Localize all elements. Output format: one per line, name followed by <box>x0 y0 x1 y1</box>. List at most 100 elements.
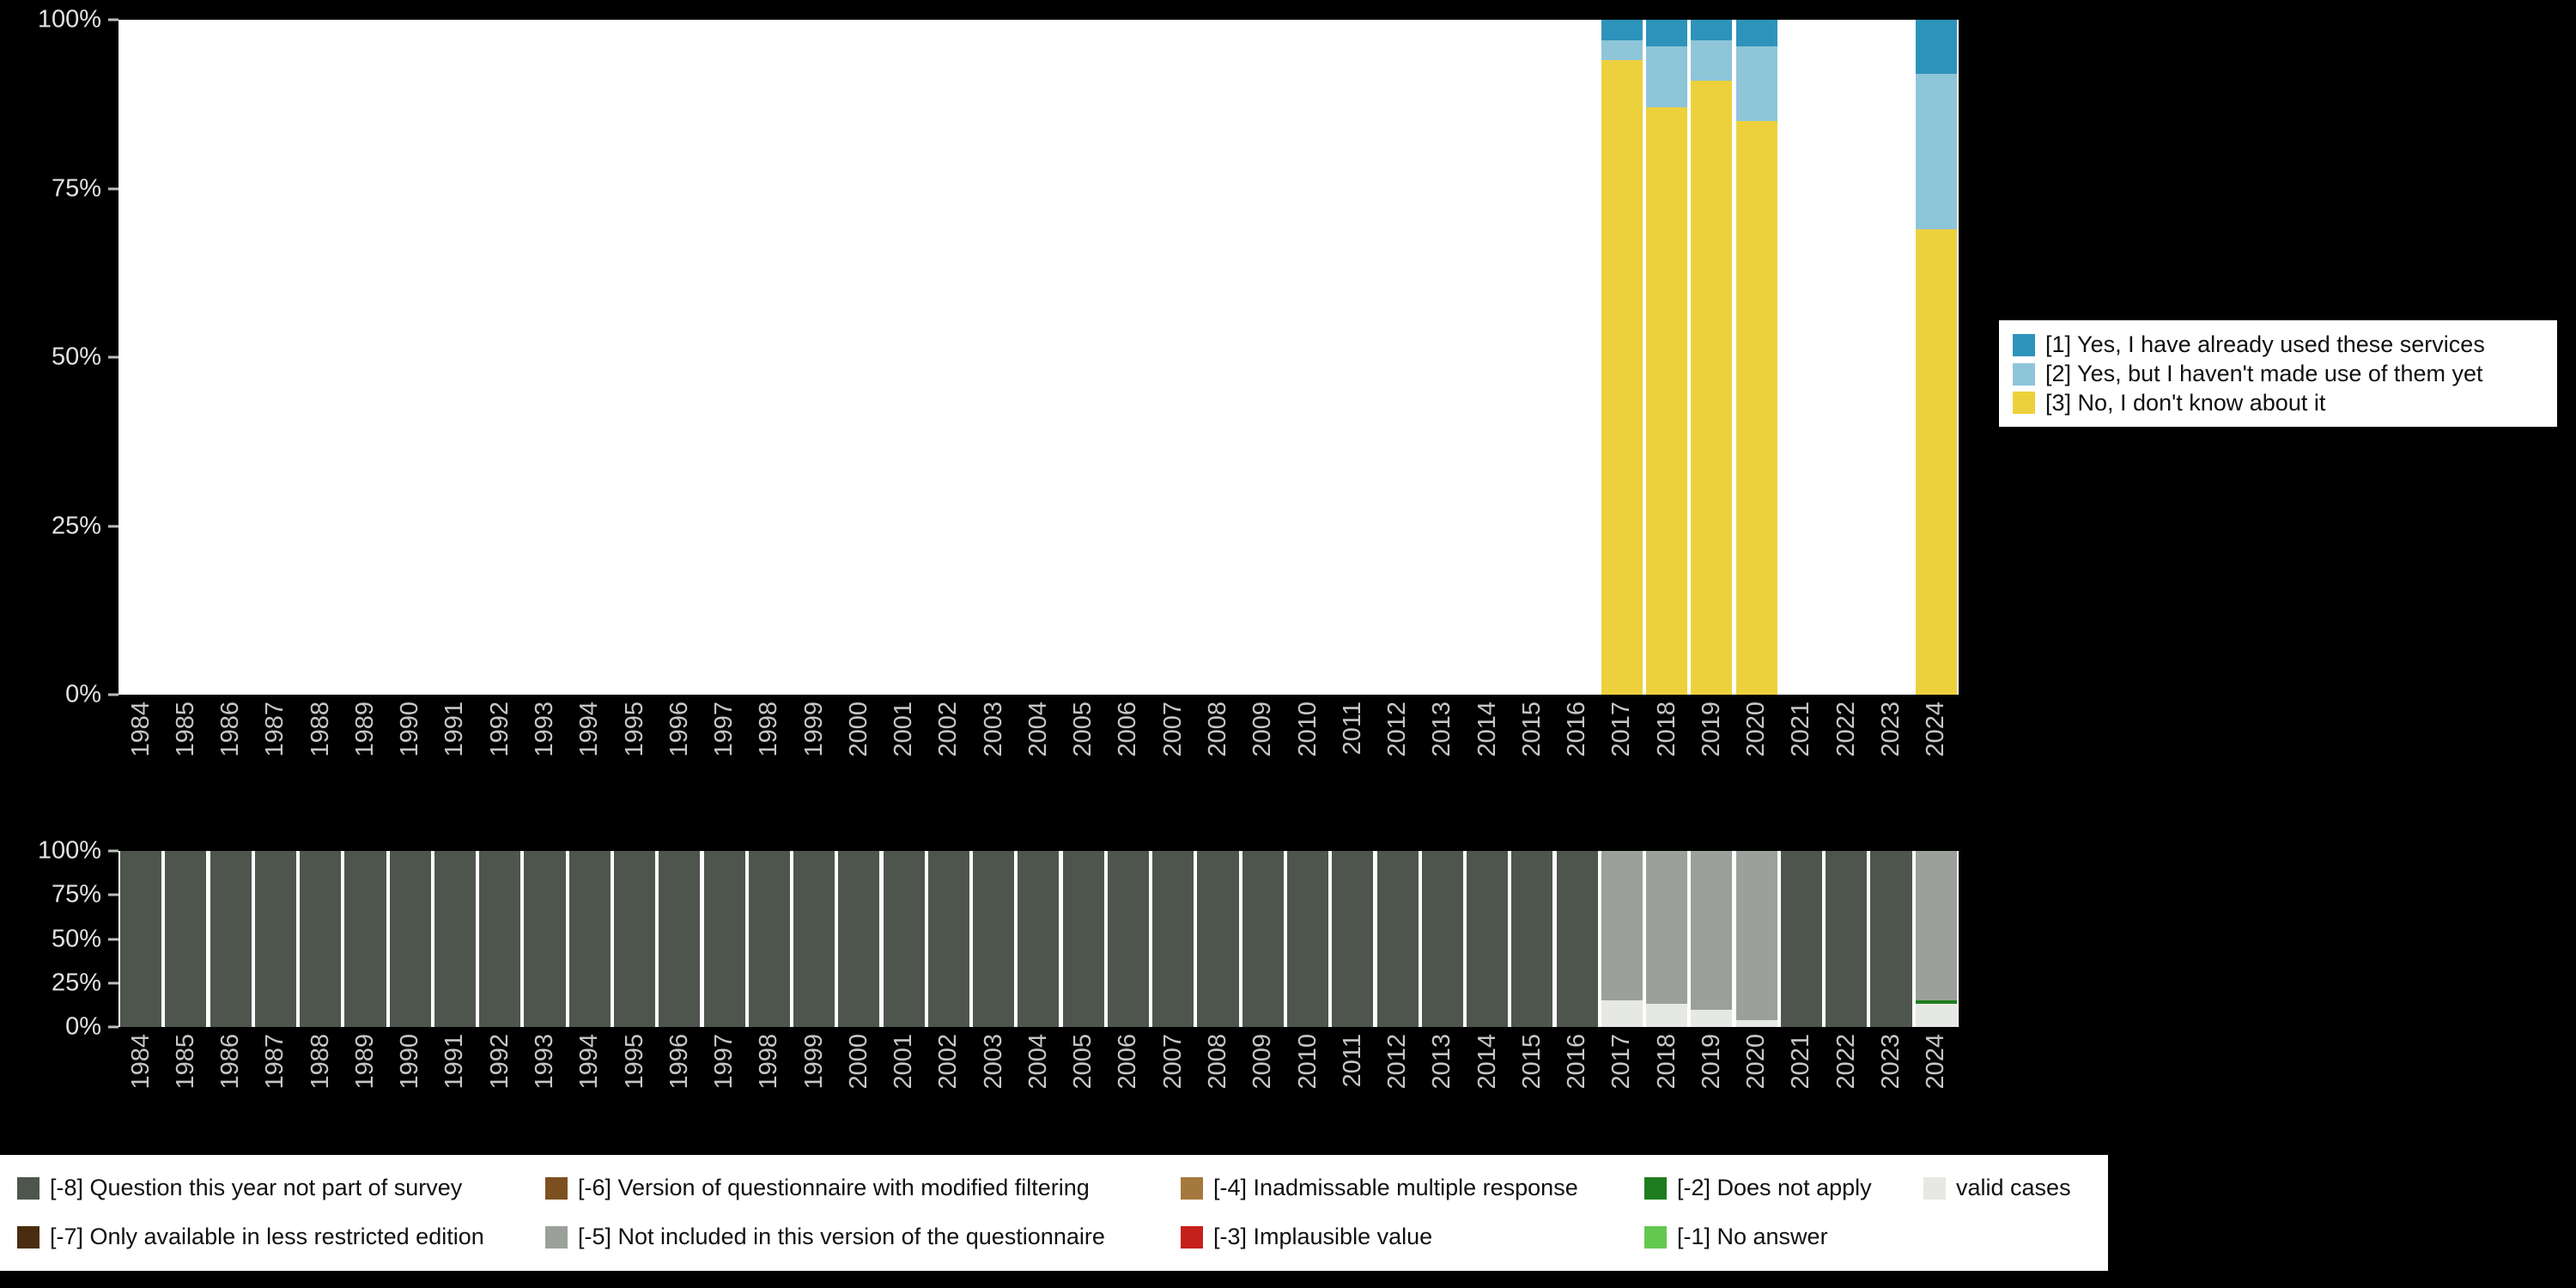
bar-slot <box>1241 20 1285 695</box>
bar-slot <box>1868 20 1913 695</box>
y-tick-label: 0% <box>65 682 118 708</box>
bar-slot <box>1555 20 1600 695</box>
plot-area <box>118 851 1959 1027</box>
bar-slot <box>1600 851 1644 1027</box>
stacked-bar-1985 <box>165 851 207 1027</box>
stacked-bar-2004 <box>1018 851 1060 1027</box>
bar-slot <box>1151 20 1195 695</box>
bar-segment--8 <box>1467 851 1509 1027</box>
bar-slot <box>477 20 522 695</box>
legend-label: [-2] Does not apply <box>1677 1174 1872 1200</box>
bar-segment-valid <box>1735 1019 1777 1027</box>
stacked-bar-1999 <box>793 851 835 1027</box>
bar-slot <box>747 20 792 695</box>
stacked-bar-2004 <box>1018 20 1059 695</box>
x-tick-label: 2011 <box>1338 702 1366 756</box>
bar-slot <box>657 20 702 695</box>
x-tick-label: 2002 <box>934 702 963 757</box>
plot-area <box>118 20 1959 695</box>
bar-slot <box>1016 20 1060 695</box>
bar-segment--8 <box>1287 851 1329 1027</box>
bar-slot <box>882 851 927 1027</box>
stacked-bar-2017 <box>1601 20 1643 695</box>
x-tick-label: 2022 <box>1832 1034 1860 1090</box>
bar-segment--2 <box>1915 1000 1957 1005</box>
x-tick-label: 2002 <box>934 1034 963 1090</box>
x-tick-label: 2007 <box>1158 1034 1187 1090</box>
stacked-bar-2022 <box>1826 851 1868 1027</box>
stacked-bar-2012 <box>1377 20 1419 695</box>
legend-swatch-icon <box>545 1176 568 1200</box>
stacked-bar-2005 <box>1062 851 1104 1027</box>
bar-segment-1 <box>1646 20 1688 47</box>
stacked-bar-1996 <box>659 851 701 1027</box>
x-tick-label: 1990 <box>396 1034 424 1090</box>
x-tick-label: 1997 <box>710 702 738 757</box>
bar-slot <box>568 20 612 695</box>
x-tick-label: 1985 <box>171 702 199 757</box>
bar-slot <box>388 20 433 695</box>
stacked-bar-1988 <box>300 851 342 1027</box>
bar-slot <box>612 20 657 695</box>
bar-slot <box>1644 851 1689 1027</box>
stacked-bar-1988 <box>300 20 341 695</box>
bar-slot <box>1465 851 1510 1027</box>
stacked-bar-2010 <box>1287 851 1329 1027</box>
bar-segment--8 <box>1376 851 1419 1027</box>
y-tick-label: 0% <box>65 1014 118 1040</box>
bar-segment-3 <box>1646 107 1688 695</box>
bar-segment--8 <box>1556 851 1598 1027</box>
legend-item: [-7] Only available in less restricted e… <box>17 1223 545 1252</box>
stacked-bar-2022 <box>1826 20 1867 695</box>
legend-item: [-6] Version of questionnaire with modif… <box>545 1174 1181 1203</box>
stacked-bar-1985 <box>165 20 206 695</box>
bar-segment--8 <box>1062 851 1104 1027</box>
bar-slot <box>1375 20 1419 695</box>
y-tick-label: 75% <box>52 176 118 201</box>
stacked-bar-2013 <box>1422 20 1463 695</box>
bar-slot <box>1061 851 1106 1027</box>
x-tick-label: 1986 <box>216 702 245 757</box>
stacked-bar-2019 <box>1691 851 1733 1027</box>
stacked-bar-2002 <box>928 20 969 695</box>
bar-segment--8 <box>703 851 745 1027</box>
legend-item: [-4] Inadmissable multiple response <box>1181 1174 1644 1203</box>
missing-values-chart-panel: 0% 25% 50% 75% 100% 1984 1985 1986 1987 1988 1989… <box>0 838 1959 1132</box>
stacked-bar-2011 <box>1332 851 1374 1027</box>
bar-segment--8 <box>479 851 521 1027</box>
x-tick-label: 2005 <box>1069 702 1097 757</box>
x-tick-label: 2004 <box>1024 702 1052 757</box>
bar-slot <box>1868 851 1913 1027</box>
bar-segment-3 <box>1601 60 1643 695</box>
x-tick-label: 1993 <box>531 702 559 757</box>
x-tick-label: 2010 <box>1293 702 1321 757</box>
bar-segment--5 <box>1646 851 1688 1005</box>
legend-label: [-7] Only available in less restricted e… <box>50 1224 484 1250</box>
bar-slot <box>1330 851 1375 1027</box>
stacked-bar-1984 <box>120 851 162 1027</box>
bar-slot <box>1824 20 1868 695</box>
y-tick-mark <box>108 355 118 359</box>
x-tick-label: 2021 <box>1787 702 1815 757</box>
stacked-bar-1995 <box>614 20 655 695</box>
legend-item: [2] Yes, but I haven't made use of them … <box>2013 360 2543 389</box>
stacked-bar-1991 <box>434 20 476 695</box>
stacked-bar-1995 <box>614 851 656 1027</box>
legend-item: [-8] Question this year not part of surv… <box>17 1174 545 1203</box>
bar-segment--8 <box>210 851 252 1027</box>
x-tick-label: 2003 <box>979 1034 1007 1090</box>
bar-segment--8 <box>659 851 701 1027</box>
legend-item: [-1] No answer <box>1644 1223 1923 1252</box>
bar-slot <box>1689 851 1734 1027</box>
stacked-bar-2012 <box>1376 851 1419 1027</box>
bar-segment-1 <box>1915 20 1957 74</box>
legend-swatch-icon <box>2013 362 2035 386</box>
x-tick-label: 2009 <box>1249 1034 1277 1090</box>
stacked-bar-1993 <box>524 20 565 695</box>
x-tick-label: 2015 <box>1517 1034 1546 1090</box>
x-tick-label: 2019 <box>1697 1034 1725 1090</box>
bar-slot <box>1824 851 1868 1027</box>
stacked-bar-2008 <box>1197 20 1238 695</box>
x-tick-label: 1995 <box>620 1034 648 1090</box>
legend-item: [-3] Implausible value <box>1181 1223 1644 1252</box>
